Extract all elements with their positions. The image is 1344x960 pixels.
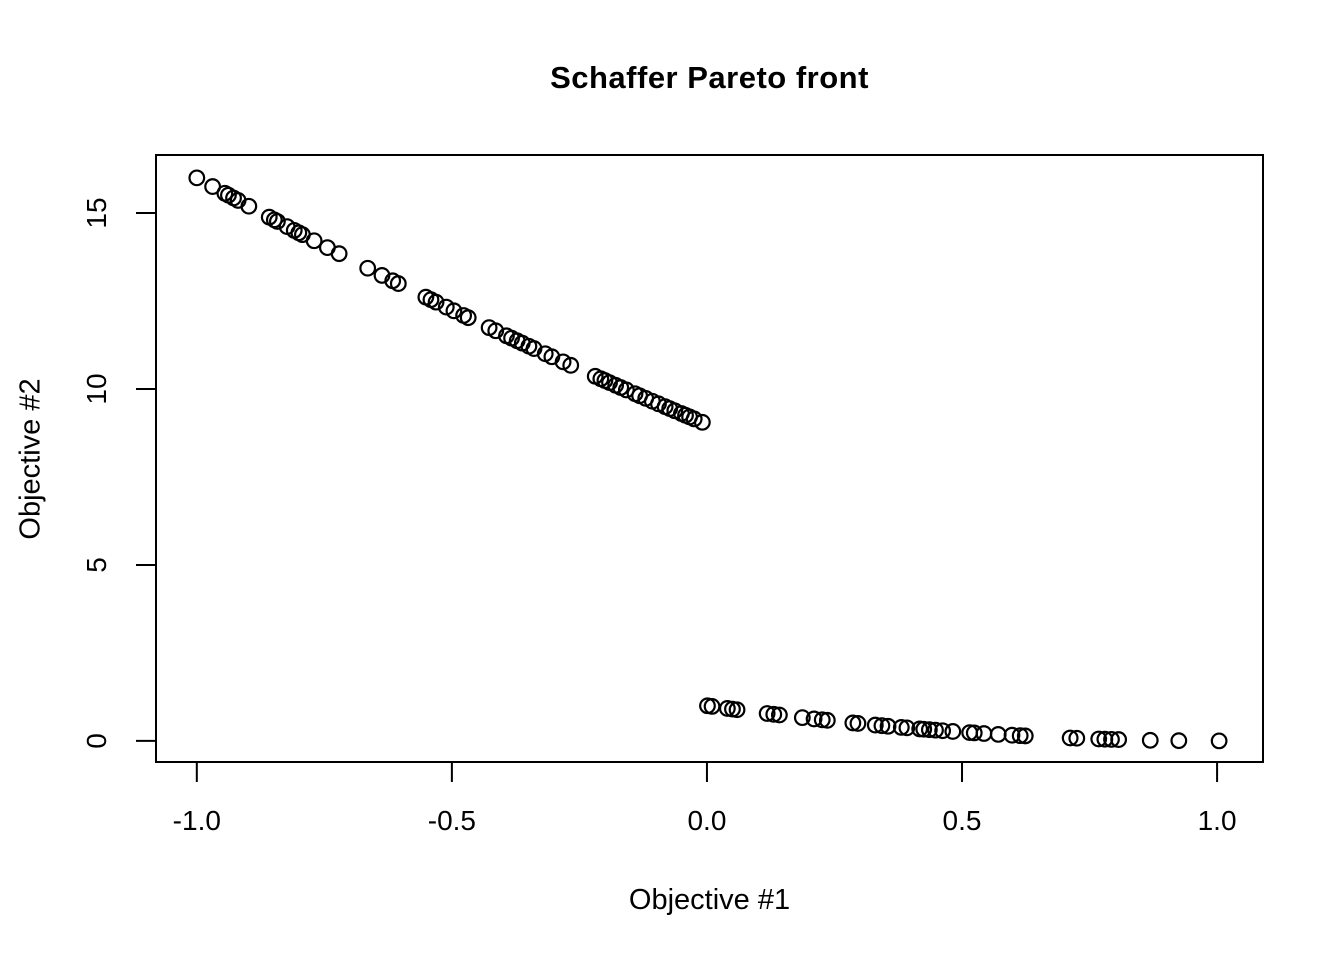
data-point	[1110, 731, 1128, 748]
data-point	[389, 275, 407, 292]
y-axis-label: Objective #2	[14, 378, 47, 540]
x-tick-label: 0.5	[942, 805, 982, 836]
data-point	[879, 717, 897, 735]
data-point	[728, 701, 746, 719]
data-point	[818, 711, 836, 729]
data-point	[844, 714, 862, 732]
plot-border	[155, 154, 1264, 763]
data-point	[1016, 727, 1034, 745]
data-point	[1210, 732, 1228, 750]
data-point	[427, 293, 445, 311]
data-point	[1061, 729, 1079, 747]
data-point	[1141, 731, 1159, 749]
data-point	[793, 709, 811, 727]
data-point	[459, 309, 477, 327]
data-point	[920, 721, 938, 739]
data-point	[873, 717, 891, 735]
data-point	[188, 169, 206, 187]
data-point	[487, 322, 505, 340]
x-tick-label: -1.0	[172, 805, 221, 836]
data-point	[770, 706, 788, 724]
data-point	[989, 726, 1007, 743]
data-point	[437, 298, 455, 316]
x-tick-label: 1.0	[1197, 805, 1237, 836]
x-axis-label: Objective #1	[628, 884, 791, 916]
data-point	[758, 705, 776, 722]
data-point	[269, 213, 286, 230]
x-tick-label: -0.5	[427, 805, 476, 836]
y-tick-label: 10	[81, 373, 112, 405]
data-point	[554, 353, 572, 371]
y-tick-label: 15	[81, 197, 112, 229]
y-tick-label: 0	[81, 733, 112, 749]
data-point	[805, 710, 823, 728]
data-point	[892, 719, 910, 736]
data-point	[330, 245, 348, 263]
y-tick-label: 5	[81, 557, 112, 573]
data-point	[866, 716, 884, 734]
data-point	[445, 302, 463, 320]
data-point	[305, 232, 323, 250]
data-point	[1170, 732, 1188, 750]
data-point	[849, 715, 867, 732]
data-point	[1011, 727, 1029, 745]
data-point	[813, 711, 831, 729]
data-point	[1003, 726, 1021, 744]
x-tick-label: 0.0	[687, 805, 727, 836]
data-point	[359, 259, 377, 277]
data-point	[693, 413, 711, 431]
data-point	[685, 410, 703, 428]
data-point	[1090, 730, 1108, 748]
data-point	[934, 722, 952, 740]
data-point	[927, 721, 944, 739]
data-point	[765, 705, 783, 723]
data-point	[965, 724, 983, 742]
chart-title: Schaffer Pareto front	[550, 60, 869, 95]
data-point	[1068, 729, 1086, 747]
data-point	[915, 720, 933, 738]
data-point	[562, 356, 580, 374]
data-point	[1103, 730, 1120, 748]
data-point	[898, 719, 916, 737]
data-point	[944, 723, 962, 740]
data-point	[240, 197, 258, 215]
data-point	[975, 725, 993, 742]
